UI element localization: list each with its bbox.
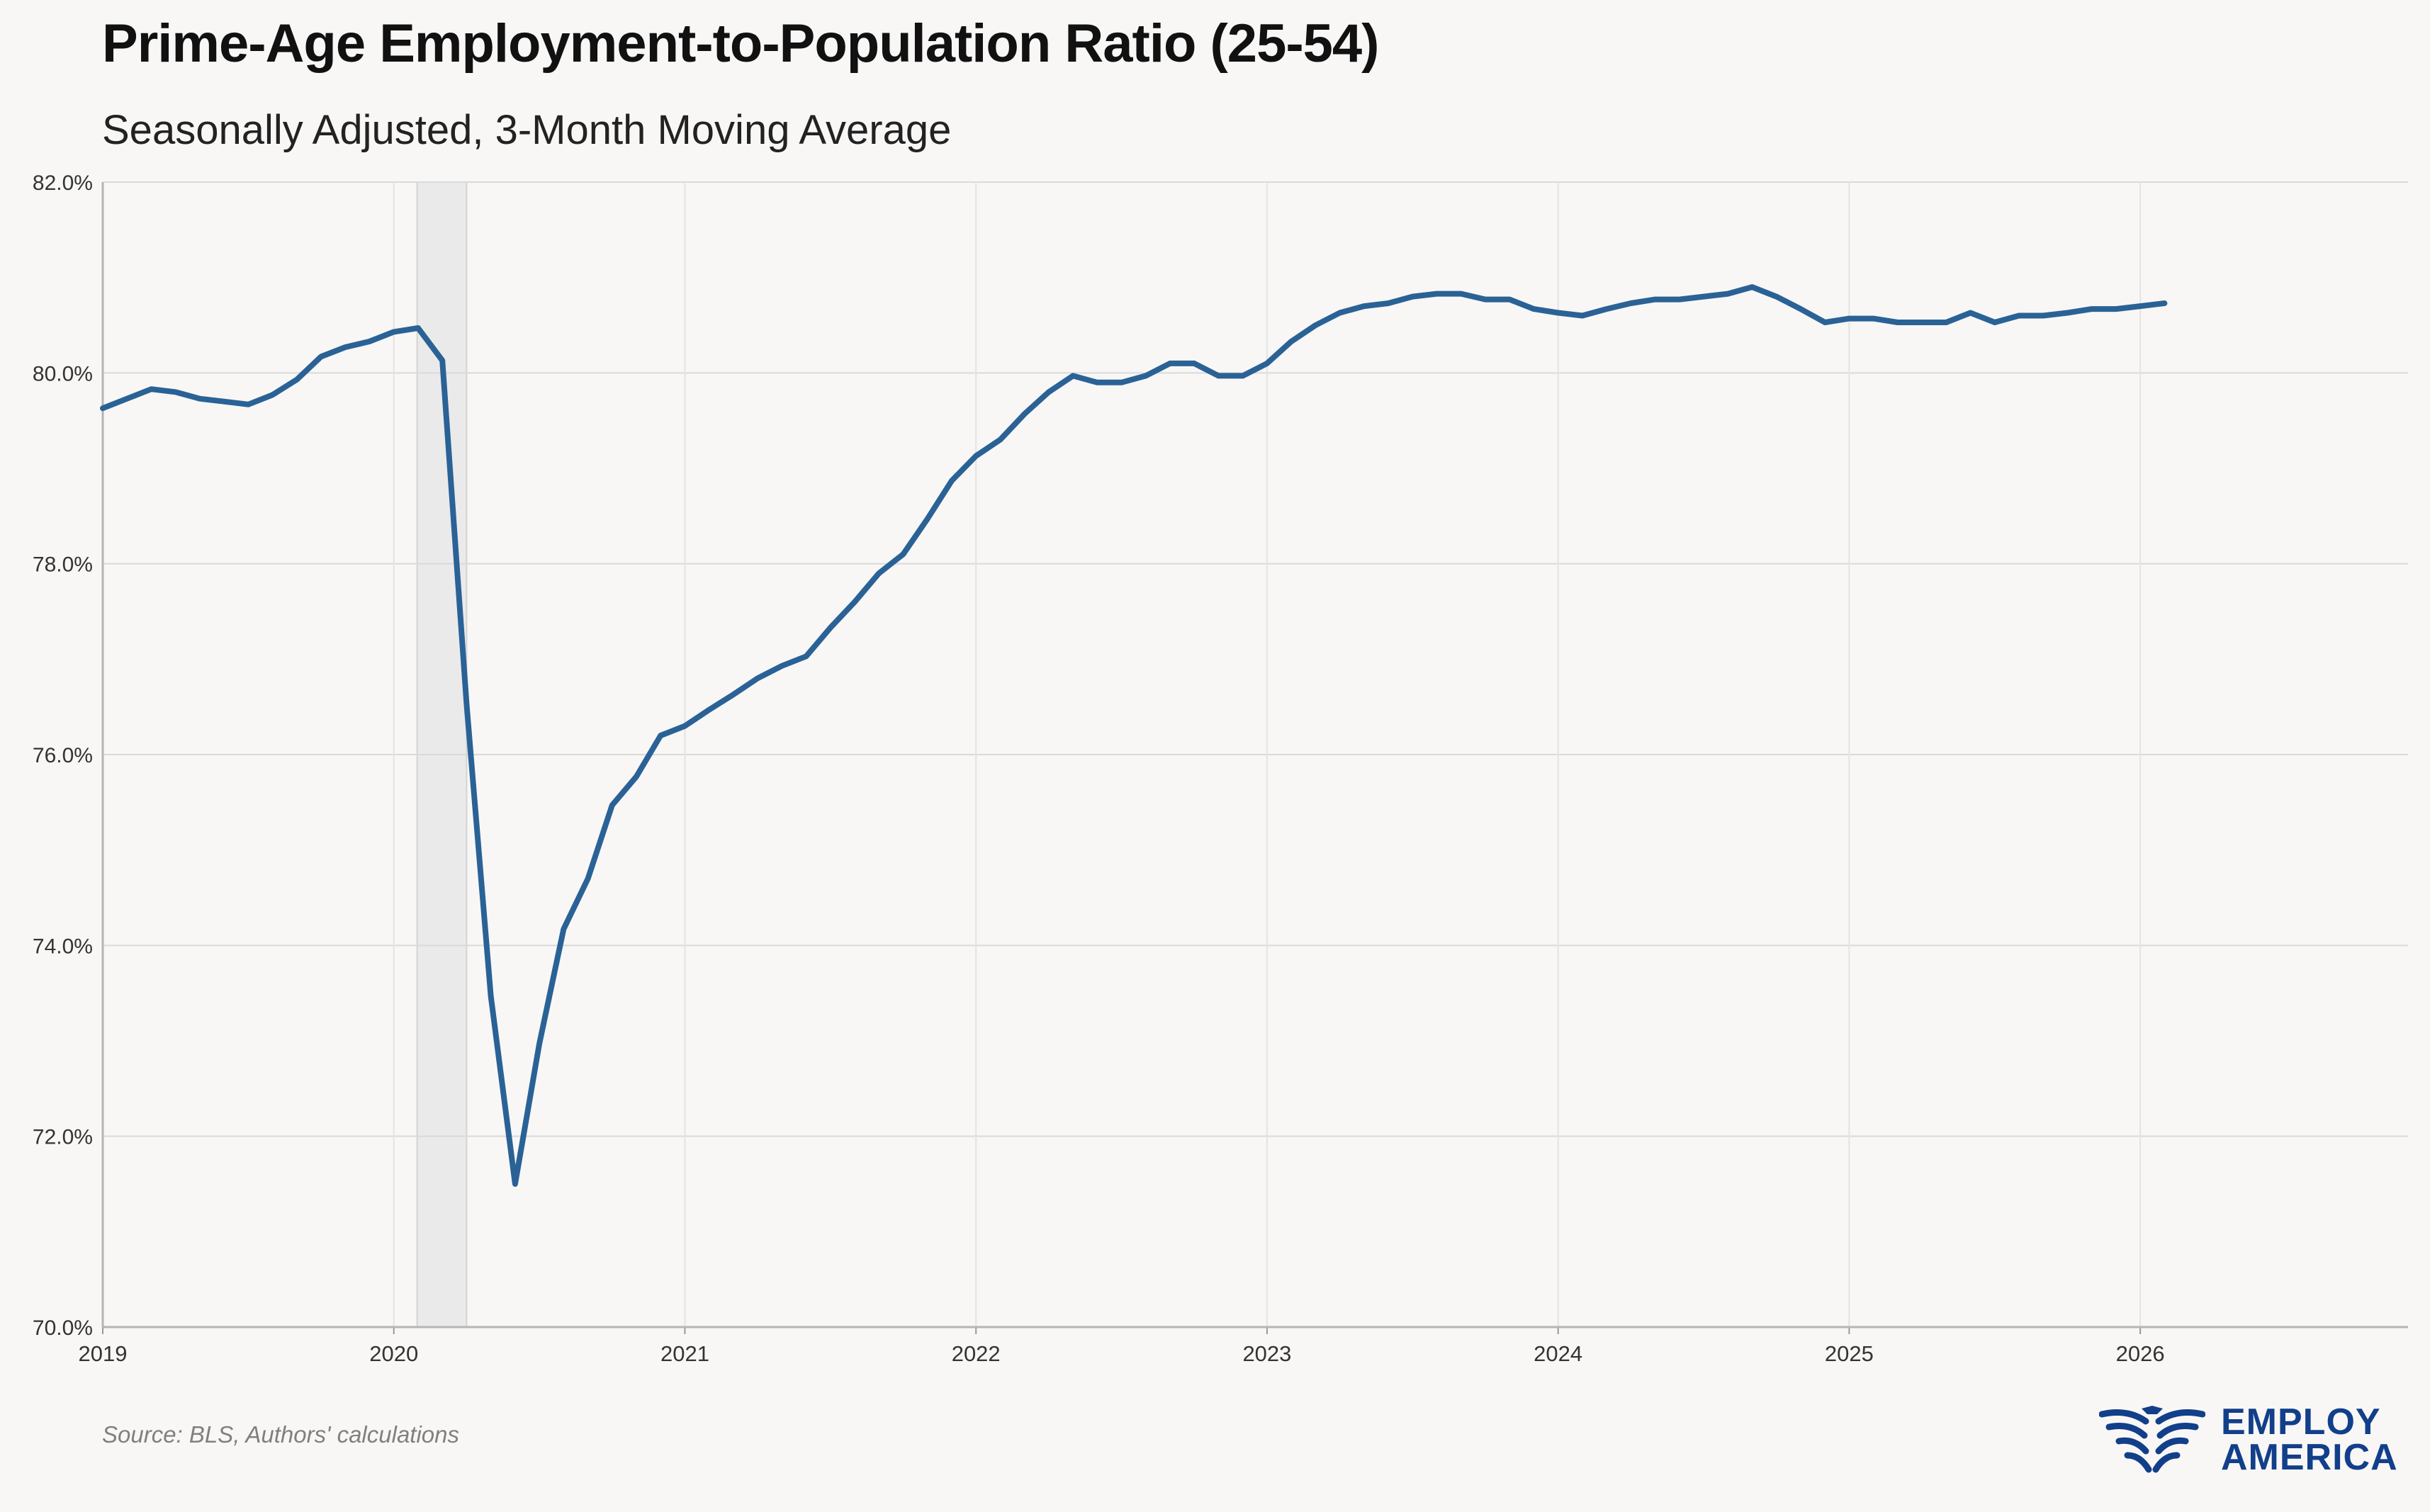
x-tick-label: 2023 (1242, 1341, 1291, 1366)
eagle-wings-icon (2099, 1406, 2205, 1473)
brand-line-2: AMERICA (2221, 1437, 2398, 1478)
y-tick-label: 82.0% (33, 171, 93, 195)
y-tick-label: 80.0% (33, 362, 93, 385)
x-tick-label: 2021 (660, 1341, 709, 1366)
x-tick-label: 2024 (1534, 1341, 1582, 1366)
x-tick-label: 2025 (1825, 1341, 1874, 1366)
source-note: Source: BLS, Authors' calculations (102, 1421, 460, 1448)
series-line (100, 284, 2168, 1187)
grid-layer (103, 181, 2408, 1327)
y-tick-label: 72.0% (33, 1126, 93, 1149)
tick-label-layer: 70.0% 72.0% 74.0% 76.0% 78.0% 80.0% 82.0% 2019 2… (33, 171, 2165, 1366)
x-tick-label: 2026 (2116, 1341, 2165, 1366)
brand-line-1: EMPLOY (2221, 1401, 2381, 1443)
chart-title: Prime-Age Employment-to-Population Ratio… (102, 13, 1379, 74)
y-tick-label: 78.0% (33, 553, 93, 577)
y-tick-label: 70.0% (33, 1316, 93, 1340)
axis-layer (101, 182, 2408, 1334)
series-layer (100, 284, 2168, 1187)
x-tick-label: 2022 (952, 1341, 1001, 1366)
x-tick-label: 2020 (369, 1341, 418, 1366)
y-tick-label: 76.0% (33, 744, 93, 767)
y-tick-label: 74.0% (33, 935, 93, 958)
chart-subtitle: Seasonally Adjusted, 3-Month Moving Aver… (102, 107, 952, 153)
employ-america-logo: EMPLOY AMERICA (2099, 1401, 2398, 1478)
x-tick-label: 2019 (79, 1341, 128, 1366)
